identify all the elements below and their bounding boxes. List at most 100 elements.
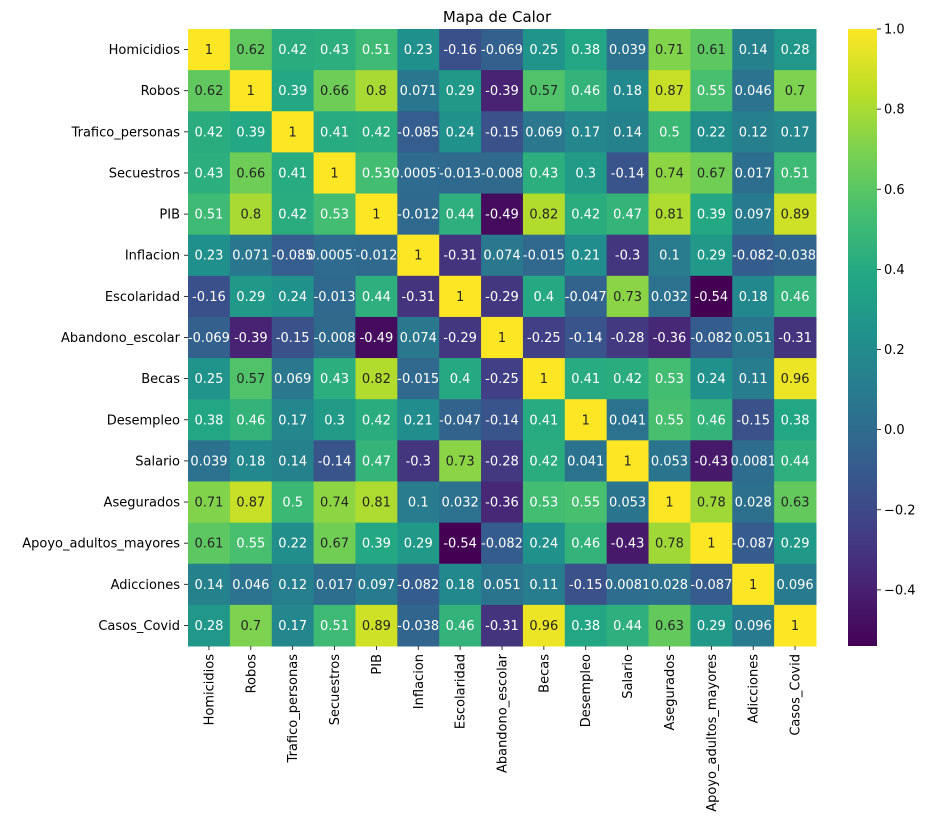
cell-annotation: 0.41	[278, 166, 307, 181]
heatmap-cell	[564, 152, 608, 195]
cell-annotation: 0.039	[609, 43, 646, 58]
cell-annotation: -0.31	[778, 331, 812, 346]
heatmap-cell	[355, 604, 398, 647]
cell-annotation: 0.23	[404, 43, 433, 58]
heatmap-cell	[481, 316, 524, 359]
heatmap-cell	[313, 440, 356, 482]
heatmap-cell	[271, 70, 315, 112]
cell-annotation: 0.71	[194, 496, 223, 511]
cell-annotation: 0.81	[362, 496, 391, 511]
cell-annotation: -0.087	[690, 578, 732, 593]
heatmap-cell	[732, 193, 775, 236]
heatmap-cell	[397, 234, 440, 277]
heatmap-cell	[481, 481, 524, 524]
colorbar-tick-label: 0.8	[884, 103, 905, 118]
heatmap-cell	[397, 193, 440, 236]
heatmap-cell	[188, 152, 231, 195]
x-tick-label: Salario	[621, 654, 636, 699]
cell-annotation: 0.21	[571, 249, 600, 264]
heatmap-cell	[229, 70, 273, 112]
heatmap-cell	[522, 70, 566, 112]
heatmap-cell	[732, 29, 775, 71]
heatmap-cell	[522, 234, 566, 277]
cell-annotation: -0.14	[611, 166, 645, 181]
heatmap-cell	[564, 481, 608, 524]
heatmap-cell	[313, 316, 356, 359]
heatmap-cell	[648, 152, 691, 195]
heatmap-cell	[606, 275, 650, 318]
y-tick-label: Trafico_personas	[71, 125, 181, 140]
heatmap-cell	[188, 399, 231, 441]
cell-annotation: 0.24	[697, 372, 726, 387]
heatmap-cell	[271, 29, 315, 71]
cell-annotation: 0.81	[655, 208, 684, 223]
heatmap-cell	[188, 522, 231, 565]
heatmap-cell	[439, 358, 482, 400]
heatmap-cell	[397, 316, 440, 359]
x-tick-label: Desempleo	[579, 654, 594, 727]
heatmap-cell	[355, 481, 398, 524]
heatmap-cell	[397, 481, 440, 524]
cell-annotation: 0.53	[655, 372, 684, 387]
heatmap-cell	[397, 275, 440, 318]
cell-annotation: -0.31	[443, 249, 477, 264]
cell-annotation: 0.42	[571, 208, 600, 223]
cell-annotation: 0.73	[613, 290, 642, 305]
heatmap-cell	[188, 29, 231, 71]
cell-annotation: 0.074	[483, 249, 520, 264]
cell-annotation: 0.5	[659, 125, 680, 140]
heatmap-cell	[271, 604, 315, 647]
cell-annotation: 0.96	[781, 372, 810, 387]
cell-annotation: 1	[498, 331, 506, 346]
heatmap-cell	[564, 563, 608, 606]
heatmap-cell	[606, 111, 650, 153]
cell-annotation: -0.012	[397, 208, 439, 223]
heatmap-cell	[606, 234, 650, 277]
heatmap-cell	[690, 275, 733, 318]
heatmap-cell	[439, 440, 482, 482]
cell-annotation: -0.038	[774, 249, 816, 264]
heatmap-cell	[439, 275, 482, 318]
cell-annotation: 0.46	[571, 84, 600, 99]
heatmap-cell	[188, 70, 231, 112]
cell-annotation: 0.18	[613, 84, 642, 99]
cell-annotation: 0.42	[613, 372, 642, 387]
cell-annotation: -0.008	[314, 331, 356, 346]
cell-annotation: 0.041	[609, 413, 646, 428]
cell-annotation: -0.3	[406, 454, 431, 469]
cell-annotation: -0.008	[481, 166, 523, 181]
heatmap-cell	[481, 563, 524, 606]
heatmap-cell	[481, 399, 524, 441]
heatmap-cell	[397, 70, 440, 112]
cell-annotation: 0.14	[739, 43, 768, 58]
cell-annotation: 0.17	[571, 125, 600, 140]
heatmap-cell	[188, 604, 231, 647]
cell-annotation: 0.47	[362, 454, 391, 469]
cell-annotation: 0.51	[194, 208, 223, 223]
colorbar	[848, 29, 877, 646]
heatmap-cell	[188, 563, 231, 606]
colorbar-tick-label: 0.2	[884, 343, 905, 358]
heatmap-cell	[732, 563, 775, 606]
cell-annotation: 1	[707, 537, 715, 552]
heatmap-cell	[606, 193, 650, 236]
cell-annotation: 0.24	[446, 125, 475, 140]
cell-annotation: 0.42	[362, 125, 391, 140]
cell-annotation: 0.78	[655, 537, 684, 552]
heatmap-cell	[271, 563, 315, 606]
cell-annotation: 0.67	[697, 166, 726, 181]
heatmap-cell	[439, 193, 482, 236]
cell-annotation: 0.38	[571, 619, 600, 634]
cell-annotation: -0.49	[360, 331, 394, 346]
cell-annotation: 0.21	[404, 413, 433, 428]
cell-annotation: 1	[791, 619, 799, 634]
cell-annotation: -0.31	[401, 290, 435, 305]
heatmap-cell	[732, 111, 775, 153]
heatmap-cell	[774, 563, 817, 606]
cell-annotation: 1	[749, 578, 757, 593]
cell-annotation: -0.36	[653, 331, 687, 346]
cell-annotation: -0.085	[272, 249, 314, 264]
heatmap-cell	[774, 440, 817, 482]
cell-annotation: 0.046	[232, 578, 269, 593]
heatmap-cell	[229, 234, 273, 277]
